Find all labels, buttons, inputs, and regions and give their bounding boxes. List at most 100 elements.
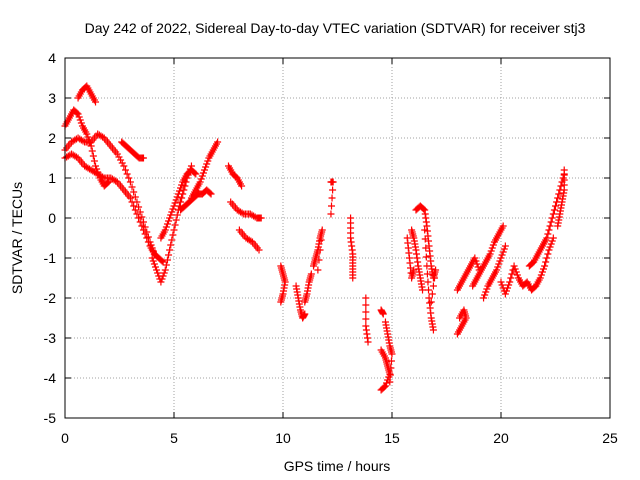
data-point (148, 254, 156, 262)
data-point (498, 281, 506, 289)
data-point (128, 183, 136, 191)
data-point (77, 119, 85, 127)
data-point (151, 263, 159, 271)
data-point (170, 226, 178, 234)
data-point (136, 218, 144, 226)
data-point (486, 250, 494, 258)
data-point (377, 386, 385, 394)
data-point (175, 187, 183, 195)
series-track-r (347, 214, 357, 282)
y-tick-label: 1 (48, 170, 56, 186)
data-point (537, 271, 545, 279)
data-point (141, 230, 149, 238)
data-point (138, 213, 146, 221)
data-point (512, 268, 520, 276)
x-tick-label: 25 (602, 430, 618, 446)
data-point (159, 258, 167, 266)
data-point (118, 159, 126, 167)
data-point (160, 269, 168, 277)
data-point (165, 217, 173, 225)
data-point (177, 198, 185, 206)
data-point (493, 266, 501, 274)
series-track-s (362, 294, 372, 346)
data-point (546, 243, 554, 251)
data-point (144, 238, 152, 246)
data-point (196, 178, 204, 186)
data-point (172, 196, 180, 204)
data-point (362, 308, 370, 316)
series-track-o (301, 270, 315, 306)
data-point (410, 266, 418, 274)
data-point (545, 226, 553, 234)
data-point (482, 288, 490, 296)
data-point (247, 237, 255, 245)
data-point (421, 235, 429, 243)
data-point (472, 257, 480, 265)
series-track-w (403, 234, 418, 282)
data-point (121, 166, 129, 174)
data-point (425, 286, 433, 294)
data-point (92, 162, 100, 170)
data-point (125, 174, 133, 182)
data-point (166, 246, 174, 254)
data-point (542, 258, 550, 266)
data-point (203, 160, 211, 168)
data-point (362, 301, 370, 309)
series-track-z (421, 226, 437, 334)
data-point (317, 236, 325, 244)
data-point (497, 278, 505, 286)
data-point (421, 226, 429, 234)
y-tick-label: -1 (44, 250, 57, 266)
data-point (171, 199, 179, 207)
data-point (422, 253, 430, 261)
x-tick-label: 5 (170, 430, 178, 446)
data-point (204, 157, 212, 165)
data-point (99, 133, 107, 141)
data-point (349, 274, 357, 282)
x-tick-label: 15 (384, 430, 400, 446)
data-point (387, 357, 395, 365)
data-point (554, 194, 562, 202)
series-track-b (74, 82, 100, 106)
data-point (135, 203, 143, 211)
data-point (555, 190, 563, 198)
data-point (173, 193, 181, 201)
data-point (548, 214, 556, 222)
data-point (560, 166, 568, 174)
data-point (197, 175, 205, 183)
data-point (536, 274, 544, 282)
data-point (178, 181, 186, 189)
data-point (88, 147, 96, 155)
data-point (497, 254, 505, 262)
data-point (178, 194, 186, 202)
data-point (504, 284, 512, 292)
data-point (474, 263, 482, 271)
x-tick-label: 20 (493, 430, 509, 446)
data-point (549, 234, 557, 242)
data-point (89, 152, 97, 160)
data-point (502, 287, 510, 295)
data-point (277, 298, 285, 306)
x-axis-label: GPS time / hours (284, 458, 391, 474)
data-point (113, 150, 121, 158)
data-point (481, 291, 489, 299)
series-track-p (310, 226, 326, 274)
data-point (386, 378, 394, 386)
data-point (423, 270, 431, 278)
series-track-e (118, 138, 147, 162)
data-point (513, 271, 521, 279)
data-point (386, 371, 394, 379)
series-track-q (327, 178, 337, 218)
data-point (76, 116, 84, 124)
data-point (126, 194, 134, 202)
series-track-m (277, 262, 289, 306)
data-point (74, 110, 82, 118)
data-point (483, 285, 491, 293)
axis-ticks: 0 5 10 15 20 25 -5 -4 -3 -2 -1 0 1 2 3 4 (44, 50, 618, 446)
data-point (166, 214, 174, 222)
data-point (168, 236, 176, 244)
x-tick-label: 0 (61, 430, 69, 446)
data-point (543, 234, 551, 242)
data-point (544, 230, 552, 238)
